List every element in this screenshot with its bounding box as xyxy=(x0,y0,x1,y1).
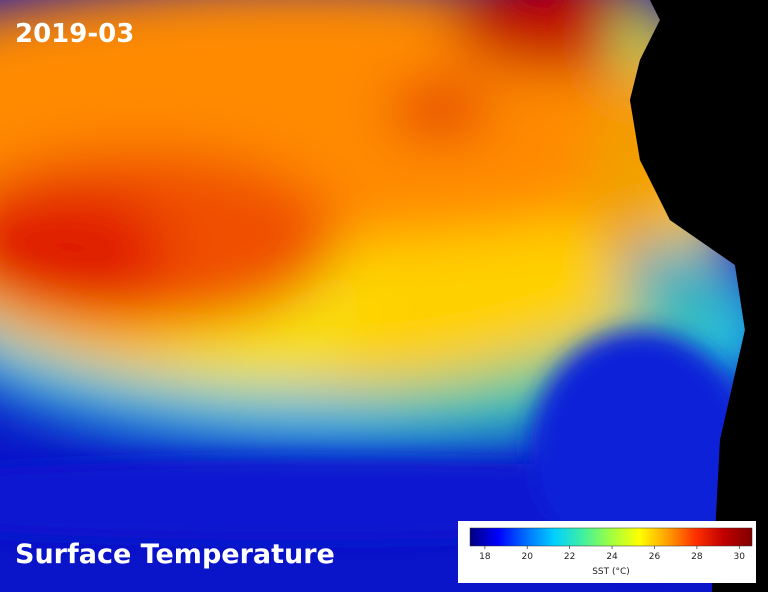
colorbar-tick-label: 28 xyxy=(691,552,703,562)
colorbar-tick-label: 30 xyxy=(734,552,746,562)
colorbar-tick-label: 24 xyxy=(606,552,618,562)
colorbar: SST (°C) 18 20 22 24 26 28 30 xyxy=(458,521,756,583)
colorbar-label: SST (°C) xyxy=(592,567,630,577)
map-title: Surface Temperature xyxy=(15,539,335,570)
date-label: 2019-03 xyxy=(15,19,134,49)
colorbar-tick-label: 18 xyxy=(479,552,491,562)
colorbar-tick-label: 22 xyxy=(564,552,575,562)
colorbar-scale xyxy=(469,527,753,547)
colorbar-tick-label: 26 xyxy=(649,552,661,562)
land xyxy=(630,0,768,592)
colorbar-tick-label: 20 xyxy=(522,552,534,562)
